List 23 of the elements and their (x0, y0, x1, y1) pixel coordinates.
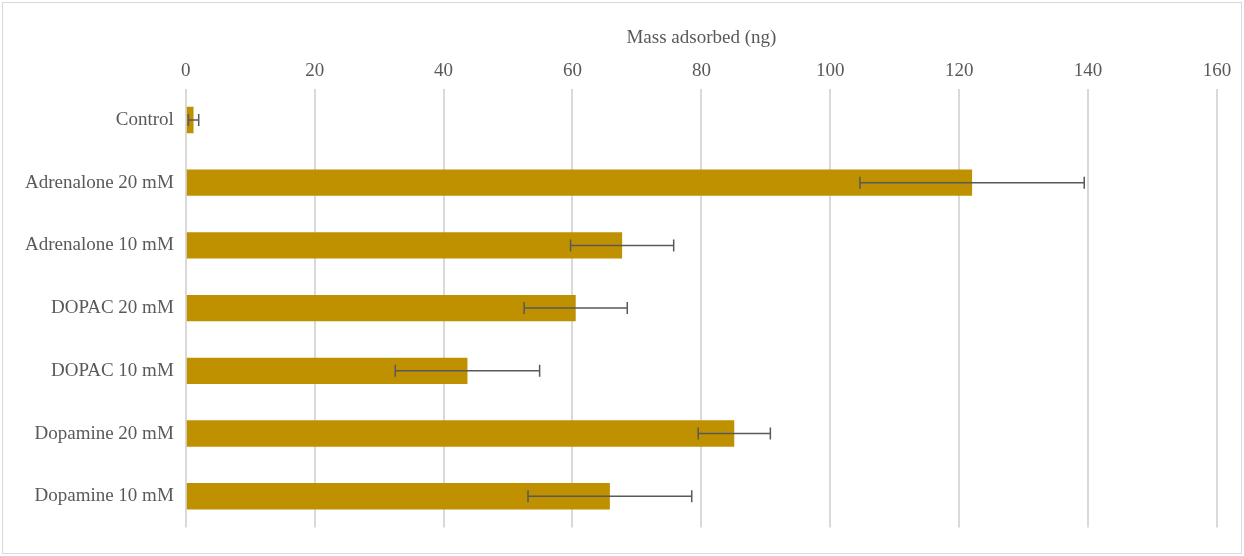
x-axis-title: Mass adsorbed (ng) (626, 26, 777, 49)
y-tick-label: Adrenalone 20 mM (24, 170, 174, 192)
y-tick-label: Dopamine 20 mM (34, 421, 174, 443)
x-tick-label: 160 (1202, 59, 1232, 81)
y-tick-label: DOPAC 10 mM (50, 358, 174, 380)
y-tick-label: Control (115, 107, 174, 129)
x-tick-label: 100 (816, 59, 845, 81)
x-tick-label: 60 (563, 59, 582, 81)
x-tick-label: 40 (434, 59, 454, 81)
y-tick-label: DOPAC 20 mM (50, 296, 174, 318)
bar (186, 357, 468, 384)
y-tick-label: Adrenalone 10 mM (24, 233, 174, 255)
bar (186, 420, 735, 447)
x-tick-label: 120 (944, 59, 974, 81)
x-tick-label: 20 (305, 59, 325, 81)
bar (186, 294, 576, 322)
bar (186, 483, 610, 510)
bar (186, 232, 623, 259)
x-tick-label: 80 (691, 59, 711, 81)
bar (186, 169, 973, 196)
x-tick-label: 140 (1073, 59, 1103, 81)
y-tick-label: Dopamine 10 mM (34, 484, 174, 506)
x-tick-label: 0 (181, 59, 191, 81)
